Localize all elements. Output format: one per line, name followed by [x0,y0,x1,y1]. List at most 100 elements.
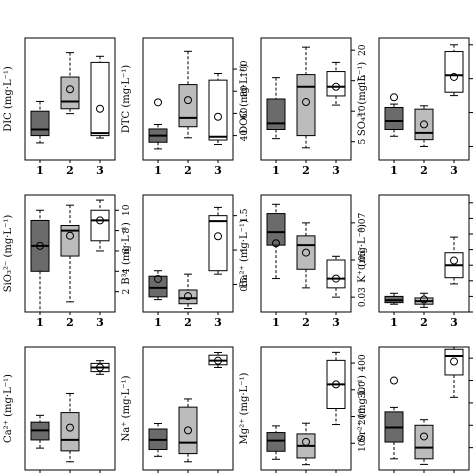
x-tick-label: 2 [66,474,74,476]
mean-marker [332,82,340,91]
y-tick-label: 200 [358,408,368,425]
box-group-1 [266,213,286,246]
x-tick-label: 2 [184,316,192,329]
outlier-point [154,98,162,107]
x-tick-label: 3 [332,474,340,476]
x-tick-label: 1 [154,474,162,476]
outlier-point [390,376,398,385]
mean-marker [214,356,222,365]
x-tick-label: 3 [450,474,458,476]
x-tick-label: 3 [96,474,104,476]
x-tick-label: 1 [272,316,280,329]
panel-5: 2 4 6 8 10 SiO₃²⁻ (mg·L⁻¹) 1 2 3 [3,194,132,329]
box-group-1 [266,432,286,452]
y-tick-label: 300 [358,381,368,398]
mean-marker [66,85,74,94]
mean-marker [66,423,74,432]
box-group-2 [60,225,80,257]
x-tick-label: 2 [420,164,428,177]
box-group-2 [178,406,198,455]
y-tick-label: 6 [122,248,132,254]
x-tick-label: 3 [96,164,104,177]
x-tick-label: 2 [420,316,428,329]
x-tick-label: 1 [272,474,280,476]
x-tick-label: 1 [390,474,398,476]
y-axis-label: Sr²⁺ (mg·L⁻¹) [357,375,368,442]
y-tick-label: 4 [122,268,132,274]
y-axis-label: K⁺ (mg·L⁻¹) [357,224,368,283]
box-group-1 [30,110,50,137]
mean-marker [420,120,428,129]
x-tick-label: 1 [36,316,44,329]
mean-marker [450,256,458,265]
panel-6: 0.5 1 1.5 B³⁺ (mg·L⁻¹) 1 2 3 [121,194,250,329]
panel-1: DIC (mg·L⁻¹) 1 2 3 [3,37,116,177]
y-tick-label: 60 [240,107,250,119]
panel-12: 246810Sr²⁺ (mg·L⁻¹)123 [357,346,473,476]
y-axis-label: DIC (mg·L⁻¹) [3,66,14,132]
mean-marker [302,98,310,107]
mean-marker [450,357,458,366]
y-tick-label: 0.07 [358,213,368,233]
panel-4: 0100020003000SO₄²⁻ (mg·L⁻¹)123 [357,37,473,177]
panel-11: 100 200 300 400 Mg²⁺ (mg·L⁻¹) 1 2 3 [239,346,368,476]
box-group-1 [384,106,404,130]
x-tick-label: 1 [272,164,280,177]
y-axis-label: Mg²⁺ (mg·L⁻¹) [239,372,250,444]
x-tick-label: 3 [332,164,340,177]
x-tick-label: 2 [420,474,428,476]
box-group-2 [178,84,198,128]
x-tick-label: 2 [184,474,192,476]
box-group-3 [90,209,110,242]
y-axis-label: B³⁺ (mg·L⁻¹) [121,222,132,285]
mean-marker [184,96,192,105]
x-tick-label: 3 [96,316,104,329]
mean-marker [96,363,104,372]
box-group-3 [208,79,228,141]
x-tick-label: 2 [302,164,310,177]
y-tick-label: 0.03 [358,287,368,307]
mean-marker [184,292,192,301]
y-tick-label: 10 [122,204,132,216]
mean-marker [302,248,310,257]
y-tick-label: 1 [240,247,250,253]
y-tick-label: 20 [358,44,368,56]
panel-9: Ca²⁺ (mg·L⁻¹) 1 2 3 [3,346,116,476]
mean-marker [96,104,104,113]
mean-marker [332,274,340,283]
mean-marker [214,232,222,241]
y-tick-label: 1.5 [240,208,250,223]
box-group-3 [90,61,110,137]
mean-marker [272,239,280,248]
y-tick-label: 2 [122,289,132,295]
x-tick-label: 1 [390,164,398,177]
x-tick-label: 3 [214,316,222,329]
x-tick-label: 3 [214,474,222,476]
box-group-3 [444,51,464,93]
box-group-3 [444,348,464,376]
y-tick-label: 100 [240,60,250,77]
y-axis-label: Ca²⁺ (mg·L⁻¹) [3,374,14,443]
y-axis-label: SO₄²⁻ (mg·L⁻¹) [357,62,368,136]
x-tick-label: 1 [36,164,44,177]
panel-2: 40 60 80 100 DTC (mg·L⁻¹) 1 2 3 [121,37,250,177]
x-tick-label: 1 [154,316,162,329]
x-tick-label: 3 [332,316,340,329]
box-group-2 [178,289,198,305]
mean-marker [420,295,428,304]
y-tick-label: 80 [240,85,250,97]
box-group-1 [148,275,168,298]
y-tick-label: 10 [358,105,368,117]
panel-3: 5 10 15 20 DOC (mg·L⁻¹) 1 2 3 [239,37,368,177]
y-tick-label: 400 [358,354,368,371]
outlier-point [390,93,398,102]
x-tick-label: 2 [302,474,310,476]
x-tick-label: 2 [66,164,74,177]
x-tick-label: 3 [450,164,458,177]
box-group-2 [296,235,316,270]
y-tick-label: 5 [358,139,368,145]
y-tick-label: 0.5 [240,277,250,292]
box-group-3 [326,259,346,289]
box-group-2 [414,108,434,141]
